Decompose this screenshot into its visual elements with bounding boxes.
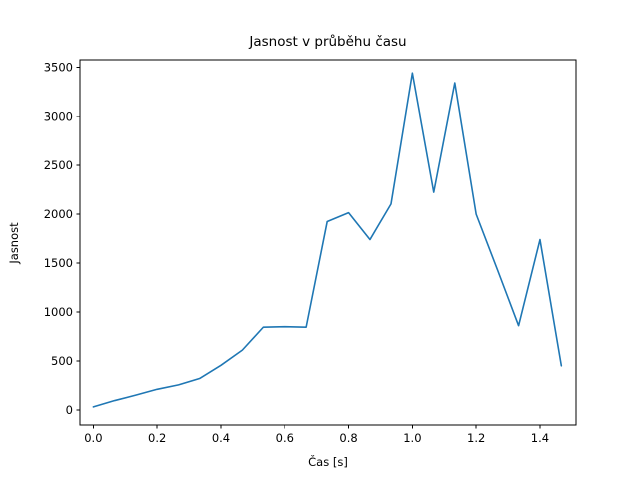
y-tick-label: 1500: [44, 256, 73, 270]
axes-frame: [79, 59, 577, 426]
x-tick-label: 0.0: [84, 431, 102, 445]
y-tick-label: 500: [51, 354, 73, 368]
data-series-layer: [92, 72, 563, 408]
y-tick-label: 3000: [44, 109, 73, 123]
y-axis-ticks: 0 500 1000 1500 2000 2500 3000 3500: [44, 60, 80, 417]
x-tick-label: 0.6: [276, 431, 294, 445]
data-line-jasnost: [92, 72, 563, 408]
plot-border: [79, 59, 577, 426]
x-tick-label: 0.8: [339, 431, 357, 445]
y-tick-label: 3500: [44, 60, 73, 74]
x-tick-label: 1.4: [531, 431, 549, 445]
x-tick-label: 0.2: [148, 431, 166, 445]
x-tick-label: 0.4: [212, 431, 230, 445]
x-axis-ticks: 0.0 0.2 0.4 0.6 0.8 1.0 1.2 1.4: [84, 425, 549, 445]
x-tick-label: 1.0: [403, 431, 421, 445]
x-tick-label: 1.2: [467, 431, 485, 445]
y-tick-label: 2000: [44, 207, 73, 221]
chart-title: Jasnost v průběhu času: [248, 34, 406, 50]
x-axis-label: Čas [s]: [308, 454, 348, 469]
y-tick-label: 1000: [44, 305, 73, 319]
y-tick-label: 2500: [44, 158, 73, 172]
y-tick-label: 0: [66, 403, 73, 417]
y-axis-label: Jasnost: [7, 222, 21, 265]
